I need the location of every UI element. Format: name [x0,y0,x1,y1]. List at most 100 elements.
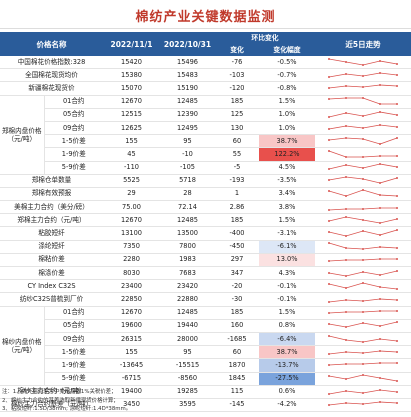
row-label: 郑棉有效预报 [0,187,103,202]
cell: 347 [215,266,259,281]
trend-cell [315,68,411,83]
trend-dot [345,124,347,127]
trend-dot [345,259,347,262]
trend-dot [362,259,364,262]
row-label: 郑棉仓单数量 [0,174,103,188]
trend-dot [345,176,347,179]
cell: 19600 [103,319,160,333]
trend-dot [379,123,381,126]
cell: 95 [160,345,215,360]
trend-dot [345,390,347,393]
trend-dot [379,361,381,364]
header-row: 价格名称 2022/11/1 2022/10/31 环比变化 近5日走势 [0,32,411,56]
cell: 23420 [160,279,215,294]
cell: 2.86 [215,200,259,215]
trend-dot [328,404,330,407]
row-label: 01合约 [44,306,103,320]
trend-dot [396,298,398,301]
trend-sparkline [328,136,398,145]
trend-dot [396,73,398,76]
header-cell: 价格名称 [0,32,103,56]
trend-dot [362,218,364,221]
trend-dot [379,221,381,224]
group-label: 棉纱内盘价格（元/吨） [0,306,45,386]
trend-dot [328,242,330,245]
trend-dot [362,340,364,343]
note-line: 注：1、内外棉价差为中美棉指数1%关税价差； [2,389,117,395]
trend-dot [362,63,364,66]
cell: 13100 [103,226,160,241]
trend-dot [396,339,398,342]
trend-dot [362,403,364,406]
trend-dot [362,167,364,170]
row-label: 1-5价差 [44,345,103,360]
cell: 19400 [103,385,160,399]
cell: -10 [160,147,215,162]
trend-dot [396,154,398,157]
trend-dot [379,285,381,288]
cell: 185 [215,306,259,320]
note-line: 3、粘胶短纤:1.5D/38mm; 涤纶短纤:1.4D*38mm。 [2,406,132,413]
trend-dot [362,230,364,233]
row-label: 09合约 [44,332,103,347]
cell: 45 [103,147,160,162]
trend-dot [396,258,398,261]
trend-sparkline [328,57,398,66]
trend-dot [362,374,364,377]
row-label: 粘胶短纤 [0,226,103,241]
trend-dot [345,136,347,139]
trend-dot [345,60,347,63]
cell: 4.5% [259,161,315,175]
cell: 15190 [160,81,215,96]
cell: 22880 [160,292,215,307]
row: 中国棉花价格指数:328 15420 15496 -76 -0.5% [0,56,411,70]
trend-sparkline [328,176,398,185]
cell: -145 [215,398,259,413]
trend-cell [315,213,411,228]
cell: -6715 [103,372,160,386]
trend-sparkline [328,374,398,383]
row-label: 美棉主力合约（美分/磅） [0,200,103,215]
trend-dot [328,260,330,263]
trend-dot [345,274,347,277]
trend-sparkline [328,206,398,211]
cell: 38.7% [259,134,315,149]
cell: -0.5% [259,56,315,70]
trend-dot [396,136,398,139]
trend-dot [345,338,347,341]
trend-dot [379,258,381,261]
title: 棉纺产业关键数据监测 [135,10,276,25]
trend-sparkline [328,97,398,106]
cell: -120 [215,81,259,96]
trend-sparkline [328,189,398,198]
cell: 12670 [103,95,160,109]
trend-sparkline [328,389,398,396]
cell: -0.8% [259,81,315,96]
row: 05合约 12515 12390 125 1.0% [0,108,411,122]
cell: 12625 [103,121,160,136]
row: 纺纱C32S普梳到厂价 22850 22880 -30 -0.1% [0,292,411,307]
row-label: 棉涤价差 [0,266,103,281]
cell: 15070 [103,81,160,96]
trend-dot [328,75,330,78]
trend-dot [362,351,364,354]
trend-dot [328,363,330,366]
cell: 7350 [103,240,160,254]
trend-sparkline [328,149,398,158]
cell: 160 [215,319,259,333]
row: 1-5价差 155 95 60 38.7% [0,345,411,360]
row: 新疆棉花现货价 15070 15190 -120 -0.8% [0,81,411,96]
row-label: 01合约 [44,95,103,109]
trend-dot [328,98,330,101]
trend-dot [379,246,381,249]
cell: 185 [215,213,259,228]
trend-dot [328,190,330,193]
trend-cell [315,332,411,347]
cell: -103 [215,68,259,83]
cell: 155 [103,134,160,149]
trend-dot [345,97,347,100]
trend-dot [362,115,364,118]
cell: -20 [215,279,259,294]
trend-dot [379,103,381,106]
trend-cell [315,306,411,320]
